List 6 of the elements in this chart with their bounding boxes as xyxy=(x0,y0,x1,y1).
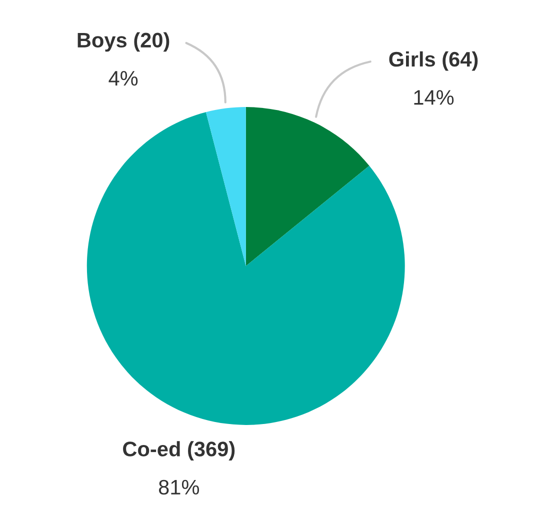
slice-label: Girls (64) xyxy=(389,51,478,71)
data-label: 14% xyxy=(414,90,454,105)
data-label: 4% xyxy=(108,71,138,86)
slice-label: Boys (20) xyxy=(78,32,170,52)
slice-label: Co-ed (369) xyxy=(123,441,235,461)
data-label: 81% xyxy=(158,480,200,495)
